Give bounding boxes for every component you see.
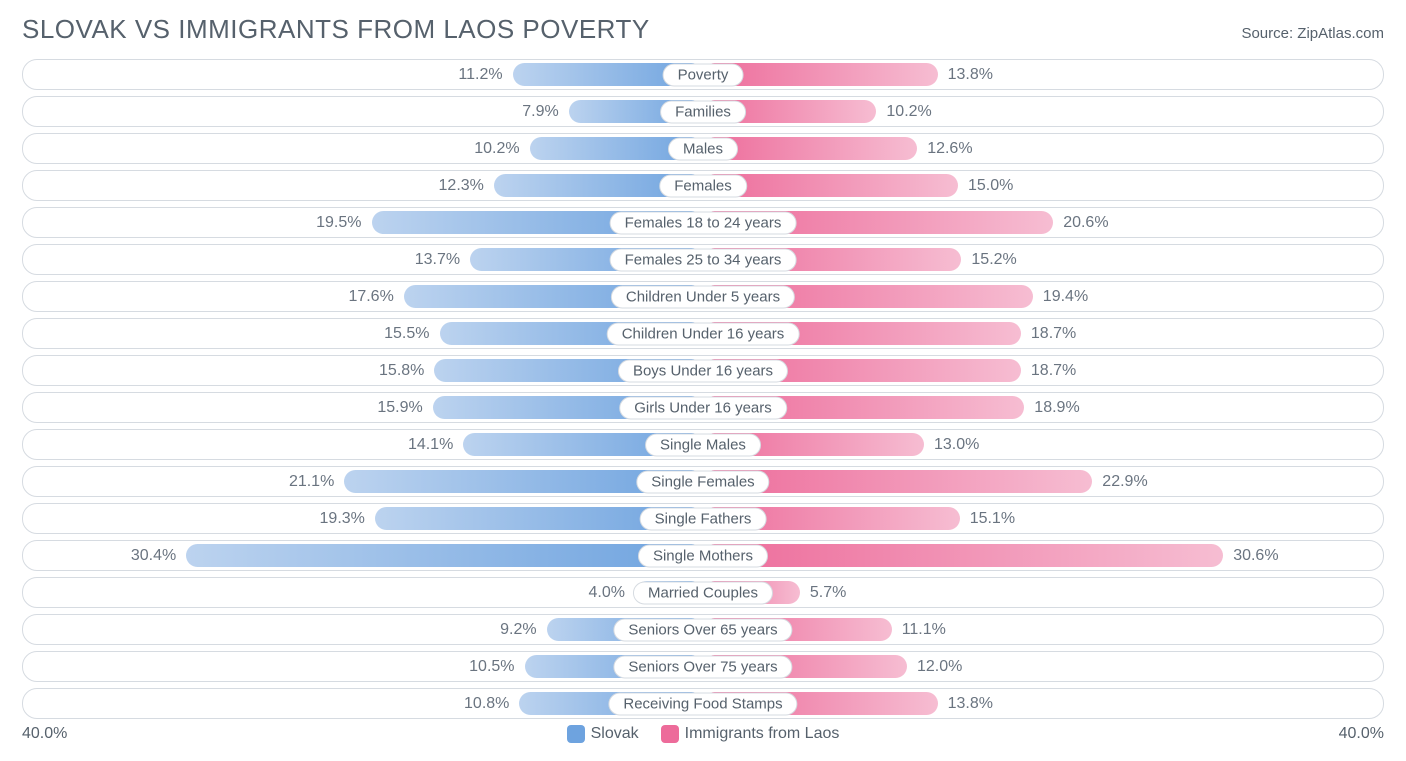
- category-label: Single Females: [636, 470, 769, 493]
- value-slovak: 10.5%: [469, 658, 514, 676]
- legend: Slovak Immigrants from Laos: [567, 725, 840, 743]
- value-laos: 5.7%: [810, 584, 846, 602]
- chart-header: SLOVAK VS IMMIGRANTS FROM LAOS POVERTY S…: [22, 14, 1384, 45]
- category-label: Boys Under 16 years: [618, 359, 788, 382]
- category-label: Children Under 5 years: [611, 285, 795, 308]
- category-label: Children Under 16 years: [607, 322, 800, 345]
- legend-swatch-laos: [661, 725, 679, 743]
- chart-row: 21.1% 22.9% Single Females: [22, 466, 1384, 497]
- value-laos: 13.8%: [948, 66, 993, 84]
- legend-item-slovak: Slovak: [567, 725, 639, 743]
- chart-row: 4.0% 5.7% Married Couples: [22, 577, 1384, 608]
- value-laos: 13.0%: [934, 436, 979, 454]
- chart-row: 13.7% 15.2% Females 25 to 34 years: [22, 244, 1384, 275]
- chart-row: 9.2% 11.1% Seniors Over 65 years: [22, 614, 1384, 645]
- chart-rows: 11.2%13.8%Poverty7.9%10.2%Families10.2%1…: [22, 59, 1384, 719]
- value-laos: 18.7%: [1031, 362, 1076, 380]
- value-laos: 15.0%: [968, 177, 1013, 195]
- chart-row: 7.9% 10.2% Families: [22, 96, 1384, 127]
- value-slovak: 4.0%: [589, 584, 625, 602]
- value-laos: 18.7%: [1031, 325, 1076, 343]
- chart-row: 10.8% 13.8% Receiving Food Stamps: [22, 688, 1384, 719]
- value-slovak: 10.8%: [464, 695, 509, 713]
- chart-row: 30.4% 30.6% Single Mothers: [22, 540, 1384, 571]
- legend-label-laos: Immigrants from Laos: [685, 725, 840, 743]
- axis-left-max: 40.0%: [22, 725, 67, 743]
- chart-row: 15.9% 18.9% Girls Under 16 years: [22, 392, 1384, 423]
- value-slovak: 19.3%: [320, 510, 365, 528]
- value-laos: 30.6%: [1233, 547, 1278, 565]
- chart-row: 17.6% 19.4% Children Under 5 years: [22, 281, 1384, 312]
- chart-row: 12.3% 15.0% Females: [22, 170, 1384, 201]
- value-slovak: 10.2%: [474, 140, 519, 158]
- value-slovak: 9.2%: [500, 621, 536, 639]
- value-slovak: 17.6%: [348, 288, 393, 306]
- value-laos: 10.2%: [886, 103, 931, 121]
- chart-row: 10.2% 12.6% Males: [22, 133, 1384, 164]
- legend-swatch-slovak: [567, 725, 585, 743]
- value-slovak: 14.1%: [408, 436, 453, 454]
- chart-row: 19.5% 20.6% Females 18 to 24 years: [22, 207, 1384, 238]
- bar-laos: [703, 544, 1223, 567]
- value-laos: 13.8%: [948, 695, 993, 713]
- value-laos: 19.4%: [1043, 288, 1088, 306]
- category-label: Single Males: [645, 433, 761, 456]
- chart-container: SLOVAK VS IMMIGRANTS FROM LAOS POVERTY S…: [0, 0, 1406, 761]
- chart-row: 11.2% 13.8% Poverty: [22, 59, 1384, 90]
- value-laos: 12.6%: [927, 140, 972, 158]
- chart-row: 19.3% 15.1% Single Fathers: [22, 503, 1384, 534]
- chart-row: 15.5% 18.7% Children Under 16 years: [22, 318, 1384, 349]
- value-laos: 18.9%: [1034, 399, 1079, 417]
- value-slovak: 21.1%: [289, 473, 334, 491]
- value-laos: 15.1%: [970, 510, 1015, 528]
- category-label: Girls Under 16 years: [619, 396, 787, 419]
- value-slovak: 7.9%: [522, 103, 558, 121]
- category-label: Families: [660, 100, 746, 123]
- category-label: Single Fathers: [640, 507, 767, 530]
- category-label: Females 18 to 24 years: [610, 211, 797, 234]
- value-laos: 22.9%: [1102, 473, 1147, 491]
- chart-row: 14.1% 13.0% Single Males: [22, 429, 1384, 460]
- category-label: Married Couples: [633, 581, 773, 604]
- category-label: Females 25 to 34 years: [610, 248, 797, 271]
- legend-label-slovak: Slovak: [591, 725, 639, 743]
- value-laos: 11.1%: [902, 621, 946, 639]
- category-label: Seniors Over 75 years: [613, 655, 792, 678]
- chart-row: 10.5% 12.0% Seniors Over 75 years: [22, 651, 1384, 682]
- value-slovak: 12.3%: [439, 177, 484, 195]
- value-laos: 15.2%: [971, 251, 1016, 269]
- value-laos: 12.0%: [917, 658, 962, 676]
- chart-footer: 40.0% Slovak Immigrants from Laos 40.0%: [22, 725, 1384, 743]
- category-label: Single Mothers: [638, 544, 768, 567]
- category-label: Poverty: [663, 63, 744, 86]
- value-slovak: 19.5%: [316, 214, 361, 232]
- value-slovak: 15.5%: [384, 325, 429, 343]
- value-slovak: 15.8%: [379, 362, 424, 380]
- value-slovak: 30.4%: [131, 547, 176, 565]
- chart-title: SLOVAK VS IMMIGRANTS FROM LAOS POVERTY: [22, 14, 650, 45]
- bar-slovak: [186, 544, 703, 567]
- axis-right-max: 40.0%: [1339, 725, 1384, 743]
- chart-row: 15.8% 18.7% Boys Under 16 years: [22, 355, 1384, 386]
- category-label: Females: [659, 174, 747, 197]
- value-laos: 20.6%: [1063, 214, 1108, 232]
- value-slovak: 13.7%: [415, 251, 460, 269]
- category-label: Males: [668, 137, 738, 160]
- legend-item-laos: Immigrants from Laos: [661, 725, 840, 743]
- category-label: Seniors Over 65 years: [613, 618, 792, 641]
- value-slovak: 15.9%: [377, 399, 422, 417]
- chart-source: Source: ZipAtlas.com: [1241, 25, 1384, 42]
- value-slovak: 11.2%: [458, 66, 502, 84]
- category-label: Receiving Food Stamps: [608, 692, 797, 715]
